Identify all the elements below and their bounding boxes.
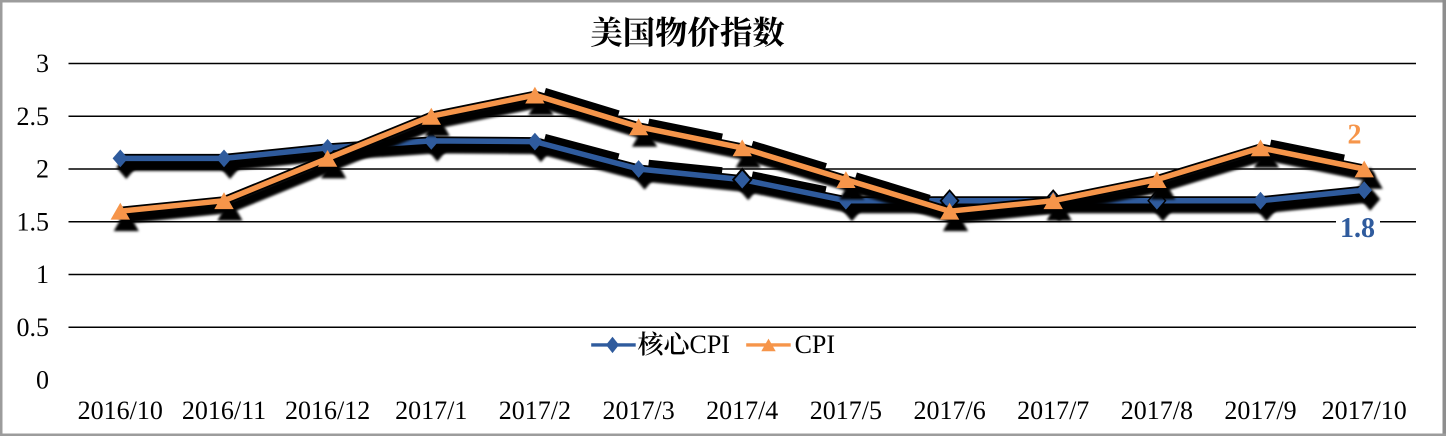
svg-text:2017/9: 2017/9 [1224,396,1296,425]
svg-text:3: 3 [36,49,49,78]
svg-text:2017/4: 2017/4 [706,396,778,425]
svg-text:CPI: CPI [690,330,730,359]
svg-text:2: 2 [1348,120,1362,151]
svg-text:2.5: 2.5 [17,102,50,131]
svg-text:2016/12: 2016/12 [285,396,370,425]
svg-text:2017/1: 2017/1 [395,396,467,425]
svg-text:1.8: 1.8 [1340,213,1375,244]
svg-text:1: 1 [36,260,49,289]
svg-text:2017/8: 2017/8 [1121,396,1193,425]
svg-text:CPI: CPI [795,330,835,359]
svg-text:0: 0 [36,366,49,395]
svg-text:2016/10: 2016/10 [78,396,163,425]
svg-text:2017/2: 2017/2 [499,396,571,425]
svg-text:0.5: 0.5 [17,313,50,342]
svg-text:1.5: 1.5 [17,207,50,236]
svg-text:2017/3: 2017/3 [602,396,674,425]
svg-text:2017/5: 2017/5 [810,396,882,425]
svg-text:2017/10: 2017/10 [1322,396,1407,425]
svg-text:2: 2 [36,155,49,184]
svg-text:2017/7: 2017/7 [1017,396,1089,425]
svg-text:2016/11: 2016/11 [182,396,266,425]
svg-text:2017/6: 2017/6 [913,396,985,425]
